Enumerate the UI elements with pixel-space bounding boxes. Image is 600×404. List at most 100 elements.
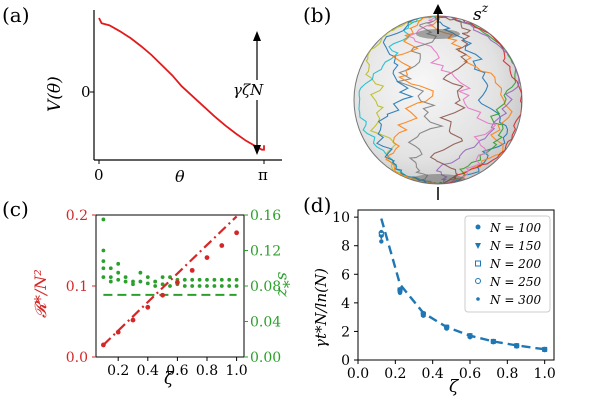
green-marker (138, 270, 143, 275)
d-ytick-label: 0 (341, 353, 350, 369)
green-marker (160, 282, 165, 287)
green-marker (108, 275, 113, 280)
blue-marker (445, 324, 449, 329)
legend-label: N = 250 (489, 275, 541, 289)
legend-marker (475, 243, 481, 249)
green-marker (212, 284, 217, 288)
green-marker (168, 284, 172, 288)
green-marker (131, 279, 135, 284)
green-marker (101, 275, 106, 280)
panel-a-ylabel: V(θ) (45, 76, 65, 112)
green-marker (153, 284, 158, 288)
green-marker (205, 277, 209, 282)
red-marker (234, 230, 240, 236)
barrier-arrow-down-head (253, 145, 261, 155)
panel-a-xtick-label-0: 0 (94, 166, 104, 184)
legend-label: N = 100 (489, 221, 541, 235)
barrier-annotation: γζN (233, 81, 264, 99)
green-marker (234, 284, 239, 288)
blue-marker (541, 346, 548, 353)
sz-arrow-head (433, 4, 443, 14)
d-xtick-label: 0.2 (384, 366, 406, 382)
panel-d-x-axis: 0.0 0.2 0.4 0.6 0.8 1.0 (347, 360, 556, 382)
panel-d-ylabel: γt*N/ln(N) (312, 268, 330, 348)
d-ytick-label: 8 (341, 239, 350, 255)
green-marker (116, 270, 121, 275)
red-marker (189, 267, 195, 273)
green-marker (108, 266, 113, 271)
green-marker (212, 277, 217, 282)
left-ytick-label: 0.1 (66, 279, 88, 295)
d-ytick-label: 6 (341, 267, 350, 283)
trajectories-group (358, 16, 522, 184)
panel-c-label: (c) (2, 197, 29, 221)
panel-b-label: (b) (303, 3, 331, 27)
blue-marker (490, 338, 497, 345)
blue-marker (398, 286, 402, 291)
green-marker (101, 259, 106, 264)
green-marker (227, 277, 232, 282)
right-ytick-label: 0.12 (250, 244, 281, 260)
panel-a-xtick-label-pi: π (258, 166, 268, 184)
legend-marker (475, 278, 481, 284)
panel-a-xtick-label-theta: θ (175, 167, 185, 186)
green-marker (131, 282, 135, 287)
sz-label: sz (473, 1, 489, 25)
green-marker (190, 277, 195, 282)
green-marker (160, 275, 165, 280)
red-marker (219, 243, 225, 248)
right-ytick-label: 0.16 (250, 208, 281, 224)
trajectory-line (385, 16, 439, 184)
legend-label: N = 200 (489, 257, 541, 271)
red-marker (145, 304, 151, 310)
panel-d-frame (357, 209, 555, 361)
right-ytick-label: 0.00 (250, 350, 281, 366)
blue-marker (468, 333, 472, 338)
green-marker (101, 248, 106, 253)
d-xtick-label: 0.8 (496, 366, 518, 382)
panel-d-xlabel: ζ (449, 377, 460, 397)
red-marker (101, 342, 106, 348)
d-xtick-label: 0.6 (459, 366, 481, 382)
right-ytick-label: 0.08 (250, 279, 281, 295)
d-xtick-label: 0.4 (422, 366, 444, 382)
trajectory-line (395, 16, 445, 184)
legend-marker (475, 260, 481, 267)
green-marker (138, 279, 143, 284)
green-marker (116, 261, 121, 266)
c-xtick-label: 0.2 (107, 363, 129, 379)
blue-fit-curve (380, 218, 545, 351)
green-marker (219, 277, 224, 282)
trajectory-line (435, 16, 520, 184)
d-ytick-label: 2 (341, 324, 350, 340)
trajectory-line (433, 16, 509, 184)
green-marker (101, 217, 106, 222)
c-xtick-label: 0.6 (166, 363, 188, 379)
green-marker (197, 277, 202, 282)
green-marker (153, 279, 158, 284)
panel-c-ylabel-left: 𝓡*/N² (31, 269, 50, 318)
panel-c-x-axis: 0.2 0.4 0.6 0.8 1.0 (107, 357, 248, 379)
panel-c-right-axis: 0.00 0.04 0.08 0.12 0.16 (244, 208, 281, 366)
red-marker (130, 317, 136, 323)
blue-marker (379, 229, 383, 234)
legend-label: N = 300 (489, 293, 541, 307)
red-marker (160, 292, 166, 298)
green-marker (168, 275, 172, 280)
green-marker (101, 266, 106, 271)
left-ytick-label: 0.0 (66, 350, 88, 366)
trajectory-line (406, 16, 497, 184)
legend-marker (475, 224, 481, 230)
blue-marker (513, 343, 520, 349)
panel-d-label: (d) (303, 193, 331, 217)
d-xtick-label: 0.0 (347, 366, 369, 382)
green-marker (219, 284, 224, 288)
d-ytick-label: 10 (332, 210, 350, 226)
red-marker (175, 280, 180, 285)
panel-a-label: (a) (2, 3, 30, 27)
green-marker (123, 275, 128, 280)
trajectory-line (429, 16, 472, 184)
barrier-arrow-up-head (253, 31, 261, 41)
trajectory-line (437, 16, 522, 184)
